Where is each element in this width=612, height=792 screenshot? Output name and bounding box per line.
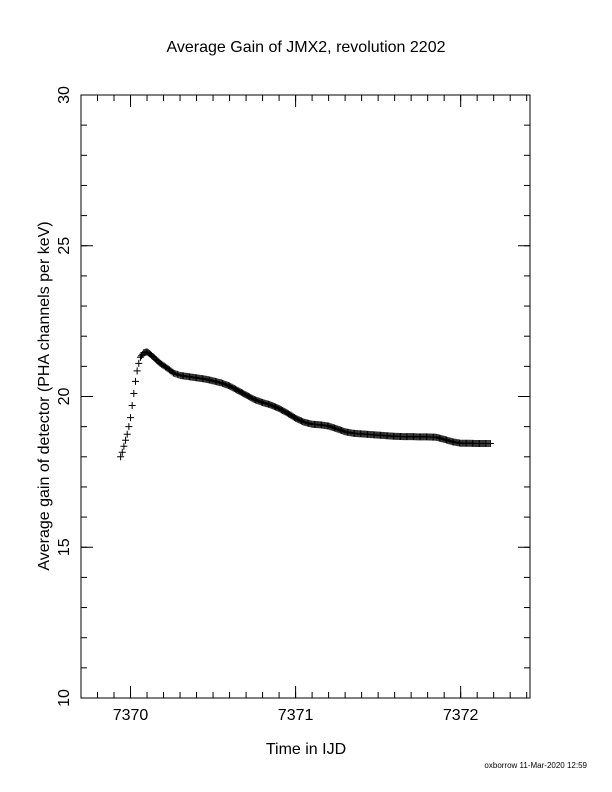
y-tick-label: 30 (56, 86, 73, 104)
data-point (130, 389, 138, 397)
data-point (122, 436, 130, 444)
data-point (128, 402, 136, 410)
data-point (486, 440, 494, 448)
footer-stamp: oxborrow 11-Mar-2020 12:59 (484, 761, 587, 770)
y-tick-label: 20 (56, 388, 73, 406)
data-point (127, 414, 135, 422)
data-point (117, 453, 125, 461)
x-axis-label: Time in IJD (266, 741, 346, 758)
data-points (117, 348, 494, 461)
y-axis-label: Average gain of detector (PHA channels p… (36, 221, 53, 570)
data-point (125, 423, 133, 431)
y-tick-label: 10 (56, 689, 73, 707)
plot-frame (80, 94, 531, 699)
x-tick-label: 7371 (278, 707, 314, 724)
y-tick-label: 15 (56, 538, 73, 556)
minor-ticks (81, 94, 530, 699)
chart-title: Average Gain of JMX2, revolution 2202 (167, 39, 446, 56)
data-point (131, 377, 139, 385)
x-tick-label: 7372 (443, 707, 479, 724)
y-tick-label: 25 (56, 237, 73, 255)
data-point (133, 367, 141, 375)
data-point (135, 359, 143, 367)
data-point (120, 442, 128, 450)
y-axis-ticks: 10 15 20 25 30 (56, 86, 530, 707)
data-point (123, 430, 131, 438)
x-tick-label: 7370 (113, 707, 149, 724)
x-axis-ticks: 7370 7371 7372 (113, 95, 479, 724)
data-point (118, 448, 126, 456)
